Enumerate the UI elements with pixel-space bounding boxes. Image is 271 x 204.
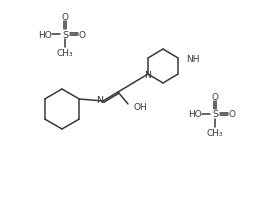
Text: CH₃: CH₃ — [57, 48, 73, 57]
Text: S: S — [62, 30, 68, 39]
Text: OH: OH — [133, 103, 147, 112]
Text: HO: HO — [188, 110, 202, 119]
Text: S: S — [212, 110, 218, 119]
Text: O: O — [62, 13, 69, 22]
Text: N: N — [144, 70, 151, 79]
Text: O: O — [228, 110, 235, 119]
Text: CH₃: CH₃ — [207, 128, 223, 137]
Text: O: O — [79, 30, 85, 39]
Text: NH: NH — [186, 54, 199, 63]
Text: O: O — [211, 93, 218, 102]
Text: N: N — [96, 96, 104, 105]
Text: HO: HO — [38, 30, 52, 39]
